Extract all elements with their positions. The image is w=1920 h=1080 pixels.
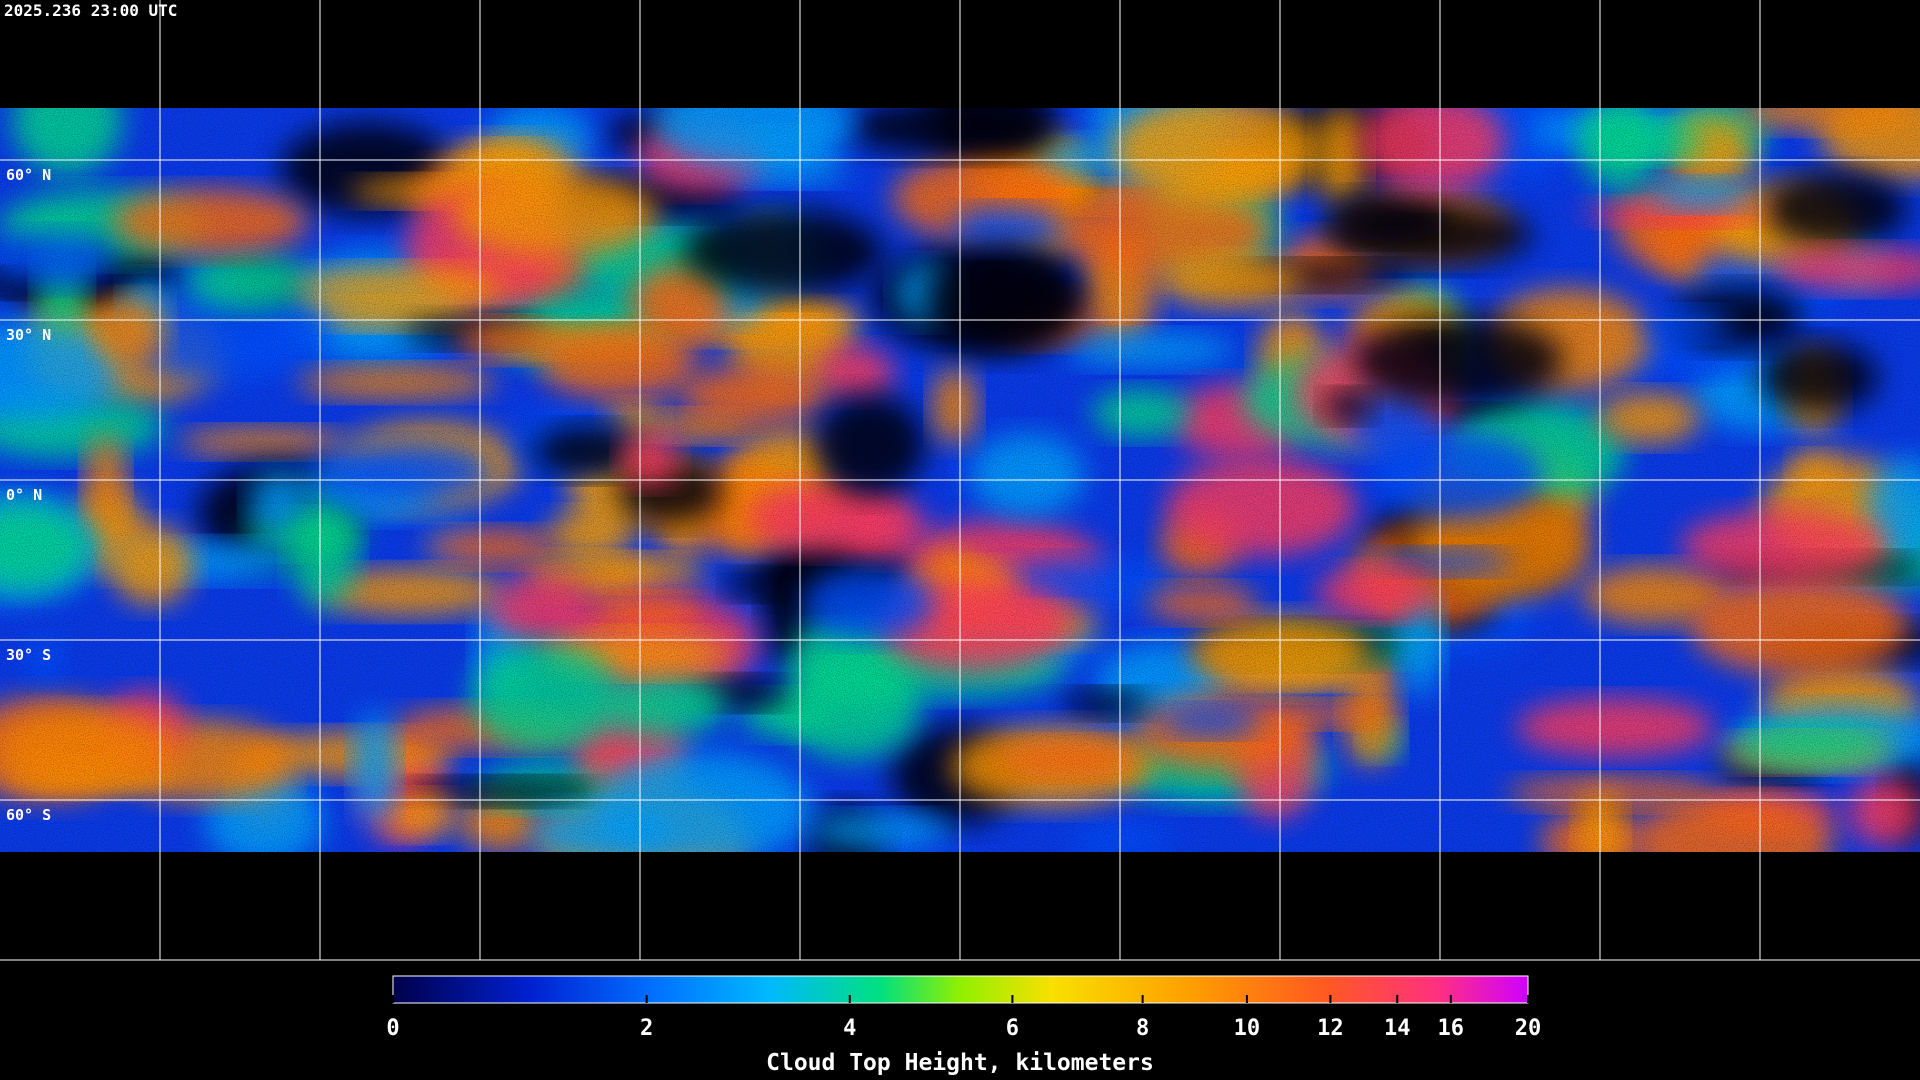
colorbar bbox=[392, 975, 1529, 1004]
colorbar-tick-label: 20 bbox=[1515, 1016, 1542, 1041]
colorbar-tick-label: 0 bbox=[386, 1016, 399, 1041]
latitude-label: 0° N bbox=[6, 486, 42, 504]
latitude-label: 60° N bbox=[6, 166, 51, 184]
latitude-label: 30° N bbox=[6, 326, 51, 344]
latitude-label: 30° S bbox=[6, 646, 51, 664]
colorbar-tick-label: 12 bbox=[1317, 1016, 1344, 1041]
latitude-label: 60° S bbox=[6, 806, 51, 824]
timestamp: 2025.236 23:00 UTC bbox=[4, 1, 177, 20]
colorbar-tick-label: 10 bbox=[1234, 1016, 1261, 1041]
colorbar-tick-label: 2 bbox=[640, 1016, 653, 1041]
colorbar-tick-label: 4 bbox=[843, 1016, 856, 1041]
colorbar-tick-label: 8 bbox=[1136, 1016, 1149, 1041]
colorbar-tick-label: 6 bbox=[1006, 1016, 1019, 1041]
colorbar-label: Cloud Top Height, kilometers bbox=[766, 1050, 1154, 1076]
colorbar-tick-label: 16 bbox=[1438, 1016, 1465, 1041]
graticule: 60° N 30° N 0° N 30° S 60° S bbox=[0, 0, 1920, 961]
colorbar-tick-label: 14 bbox=[1384, 1016, 1411, 1041]
